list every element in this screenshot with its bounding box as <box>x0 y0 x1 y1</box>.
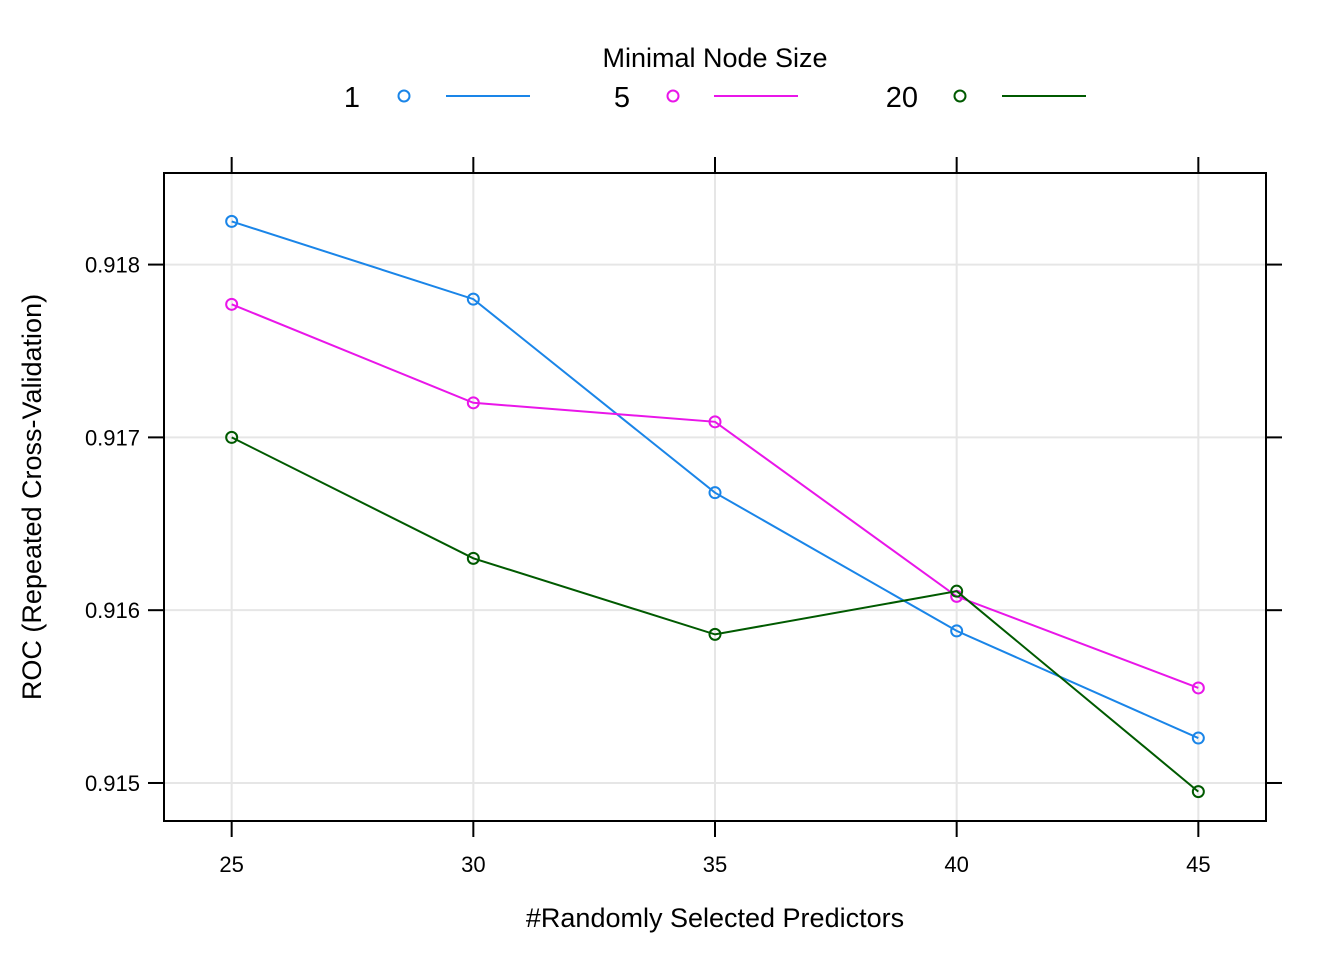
x-tick-label: 40 <box>944 852 968 877</box>
y-tick-label: 0.915 <box>85 771 140 796</box>
data-point-1 <box>466 292 480 306</box>
data-point-5 <box>466 396 480 410</box>
x-tick-label: 35 <box>703 852 727 877</box>
x-axis-label: #Randomly Selected Predictors <box>526 903 904 933</box>
legend-marker <box>953 89 967 103</box>
x-tick-label: 30 <box>461 852 485 877</box>
legend-marker <box>397 89 411 103</box>
axis-ticks: 25 30 35 40 45 0.915 0.916 0.917 0.918 <box>85 157 1282 877</box>
grid <box>164 173 1266 821</box>
data-point-1 <box>950 624 964 638</box>
series-5 <box>225 297 1205 695</box>
series-20 <box>225 430 1205 799</box>
data-point-1 <box>1191 731 1205 745</box>
series-line-1 <box>231 220 1199 740</box>
y-tick-label: 0.918 <box>85 253 140 278</box>
legend: Minimal Node Size 1 5 20 <box>344 43 1086 114</box>
data-point-5 <box>708 415 722 429</box>
data-point-20 <box>1191 785 1205 799</box>
series-line-5 <box>231 303 1199 689</box>
data-point-20 <box>708 627 722 641</box>
legend-item-20: 20 <box>886 82 1086 114</box>
legend-label: 5 <box>614 82 630 114</box>
legend-label: 1 <box>344 82 360 114</box>
data-point-20 <box>225 430 239 444</box>
series-layer <box>225 214 1205 799</box>
x-tick-label: 45 <box>1186 852 1210 877</box>
y-tick-label: 0.916 <box>85 598 140 623</box>
data-point-1 <box>225 214 239 228</box>
y-tick-label: 0.917 <box>85 425 140 450</box>
y-axis-label: ROC (Repeated Cross-Validation) <box>17 294 47 700</box>
data-point-5 <box>1191 681 1205 695</box>
data-point-1 <box>708 486 722 500</box>
legend-title: Minimal Node Size <box>602 43 827 73</box>
data-point-5 <box>225 297 239 311</box>
legend-item-1: 1 <box>344 82 530 114</box>
legend-item-5: 5 <box>614 82 798 114</box>
x-tick-label: 25 <box>219 852 243 877</box>
series-line-20 <box>231 436 1199 793</box>
legend-marker <box>666 89 680 103</box>
legend-label: 20 <box>886 82 918 114</box>
data-point-20 <box>466 551 480 565</box>
data-point-20 <box>950 584 964 598</box>
series-1 <box>225 214 1205 745</box>
